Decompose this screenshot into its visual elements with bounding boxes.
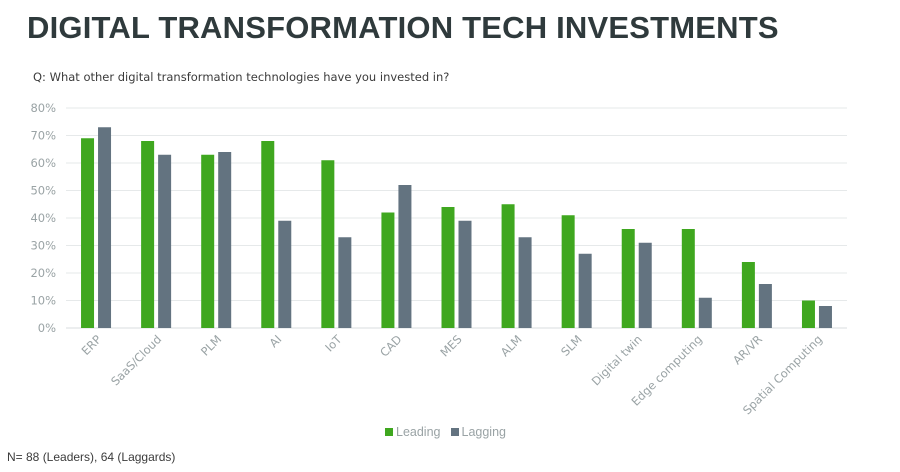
y-tick-label: 60% (30, 156, 56, 170)
x-tick-label: ALM (498, 332, 525, 359)
bar-leading-spatial-computing (801, 300, 815, 328)
bar-lagging-ai (278, 220, 292, 328)
y-tick-label: 0% (38, 321, 56, 335)
bar-leading-cad (381, 212, 395, 328)
bar-lagging-edge-computing (698, 297, 712, 328)
bar-leading-digital-twin (621, 229, 635, 328)
bar-leading-saas-cloud (141, 141, 155, 328)
legend-item-lagging: Lagging (450, 425, 507, 439)
bar-lagging-slm (578, 253, 592, 328)
x-tick-label: PLM (198, 332, 224, 358)
bar-lagging-digital-twin (638, 242, 652, 328)
sample-size-footnote: N= 88 (Leaders), 64 (Laggards) (7, 450, 176, 464)
x-tick-label: MES (437, 332, 464, 359)
bar-leading-iot (321, 160, 335, 328)
bar-lagging-spatial-computing (818, 306, 832, 328)
x-tick-label: AR/VR (730, 332, 765, 367)
bar-leading-slm (561, 215, 575, 328)
bar-leading-mes (441, 207, 455, 328)
y-tick-label: 70% (30, 129, 56, 143)
bar-lagging-cad (398, 185, 412, 328)
legend-swatch-lagging (450, 428, 459, 436)
bar-lagging-erp (98, 127, 112, 328)
y-tick-label: 10% (30, 294, 56, 308)
bar-lagging-plm (218, 152, 232, 328)
bar-lagging-ar-vr (758, 284, 772, 328)
x-tick-label: IoT (322, 332, 345, 355)
y-tick-label: 50% (30, 184, 56, 198)
bars (81, 127, 832, 328)
legend-label-leading: Leading (396, 425, 441, 439)
x-axis-ticks: ERP SaaS/Cloud PLM AI IoT CAD MES ALM SLM Digital… (79, 332, 826, 418)
x-tick-label: ERP (79, 332, 105, 358)
x-tick-label: CAD (377, 332, 405, 360)
legend: Leading Lagging (385, 425, 506, 439)
chart-subtitle: Q: What other digital transformation tec… (33, 70, 450, 84)
legend-item-leading: Leading (385, 425, 441, 439)
x-tick-label: SaaS/Cloud (108, 332, 164, 388)
y-tick-label: 20% (30, 266, 56, 280)
bar-leading-edge-computing (681, 229, 695, 328)
x-tick-label: SLM (558, 332, 585, 359)
y-axis-ticks: 0% 10% 20% 30% 40% 50% 60% 70% 80% (30, 101, 56, 335)
bar-leading-alm (501, 204, 515, 328)
bar-leading-erp (81, 138, 95, 328)
grid-lines (66, 107, 847, 329)
bar-leading-ar-vr (741, 262, 755, 328)
bar-lagging-alm (518, 237, 532, 328)
bar-lagging-saas-cloud (158, 154, 172, 328)
y-tick-label: 40% (30, 211, 56, 225)
bar-lagging-mes (458, 220, 472, 328)
bar-lagging-iot (338, 237, 352, 328)
chart-title: DIGITAL TRANSFORMATION TECH INVESTMENTS (27, 10, 779, 45)
legend-label-lagging: Lagging (461, 425, 507, 439)
x-tick-label: Digital twin (589, 332, 645, 388)
bar-leading-plm (201, 154, 215, 328)
y-tick-label: 30% (30, 239, 56, 253)
legend-swatch-leading (385, 428, 393, 436)
x-tick-label: AI (267, 332, 285, 350)
bar-leading-ai (261, 141, 275, 328)
y-tick-label: 80% (30, 101, 56, 115)
